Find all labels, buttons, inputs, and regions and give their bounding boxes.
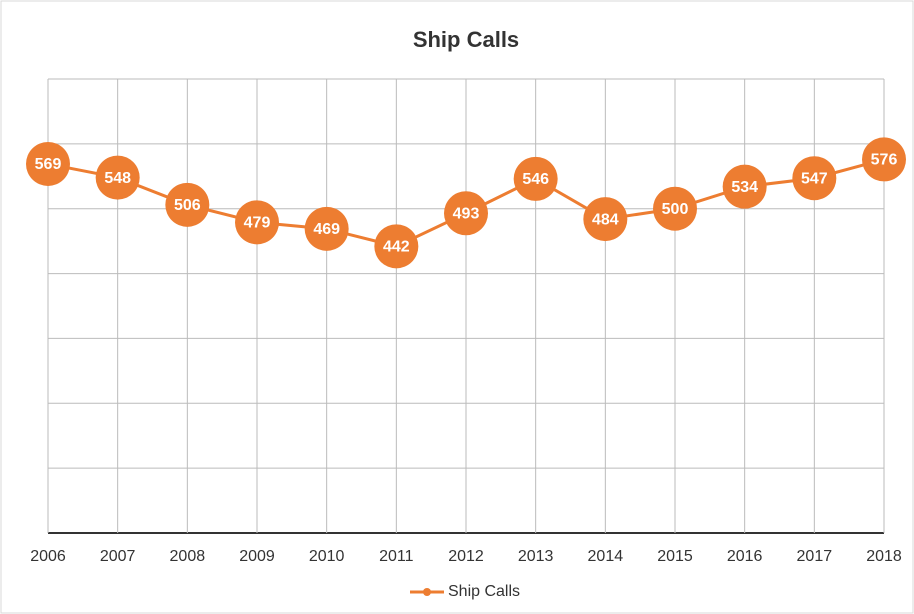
- data-label: 534: [731, 179, 758, 196]
- data-label: 484: [592, 211, 619, 228]
- data-label: 469: [313, 221, 340, 238]
- data-point: [235, 200, 279, 245]
- chart-title: Ship Calls: [413, 27, 519, 52]
- data-point: [26, 141, 70, 186]
- x-tick-label: 2010: [309, 548, 345, 565]
- data-label: 442: [383, 239, 410, 256]
- data-point: [95, 155, 140, 200]
- x-tick-label: 2014: [588, 548, 624, 565]
- x-tick-label: 2015: [657, 548, 693, 565]
- data-label: 493: [453, 205, 480, 222]
- data-point: [583, 197, 628, 242]
- data-point: [792, 156, 837, 201]
- data-label: 548: [104, 170, 131, 187]
- data-label: 569: [35, 156, 62, 173]
- x-tick-label: 2007: [100, 548, 136, 565]
- data-label: 576: [871, 152, 898, 169]
- data-label: 506: [174, 197, 201, 214]
- data-point: [165, 182, 210, 227]
- data-label: 547: [801, 170, 828, 187]
- data-point: [374, 224, 419, 269]
- legend-label: Ship Calls: [448, 583, 520, 600]
- data-point: [444, 191, 488, 236]
- x-tick-label: 2006: [30, 548, 66, 565]
- x-tick-label: 2013: [518, 548, 554, 565]
- data-point: [722, 164, 767, 209]
- data-point: [862, 137, 906, 182]
- x-tick-label: 2008: [170, 548, 206, 565]
- data-label: 500: [662, 201, 689, 218]
- data-label: 479: [244, 215, 271, 232]
- x-tick-label: 2017: [797, 548, 833, 565]
- data-label: 546: [522, 171, 549, 188]
- x-tick-label: 2012: [448, 548, 484, 565]
- data-point: [304, 206, 349, 251]
- x-tick-label: 2016: [727, 548, 763, 565]
- data-point: [653, 186, 697, 231]
- x-tick-label: 2009: [239, 548, 275, 565]
- data-point: [513, 156, 558, 201]
- x-tick-label: 2011: [379, 548, 414, 565]
- x-tick-label: 2018: [866, 548, 902, 565]
- legend-marker: [423, 588, 431, 596]
